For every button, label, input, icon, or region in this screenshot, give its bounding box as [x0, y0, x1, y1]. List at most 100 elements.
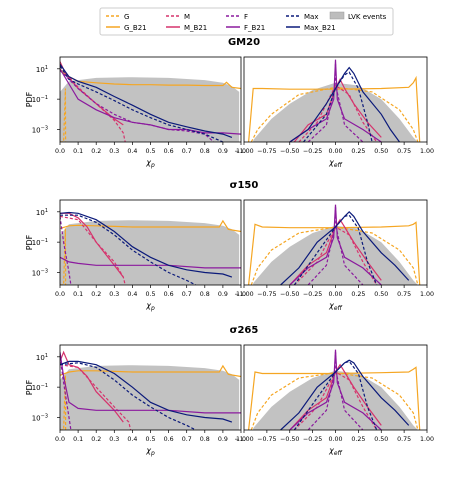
- x-tick-label: 0.0: [55, 436, 65, 443]
- x-tick-label: 0.7: [182, 291, 192, 298]
- series-lvk-events: [60, 220, 240, 285]
- y-tick-label: 10−3: [32, 268, 48, 277]
- series-f: [60, 216, 72, 285]
- series-f: [60, 69, 215, 142]
- legend-label: Max_B21: [304, 24, 336, 32]
- series-max-b21: [289, 66, 400, 142]
- chart-rows: GM20 PDF 101 10−1 10−3 0.0 0.1 0.2 0.3 0.4 0.5 0.6 0…: [25, 37, 434, 457]
- x-tick-label: 0.00: [328, 148, 342, 155]
- x-tick-label: 0.2: [91, 148, 101, 155]
- series-m: [60, 364, 132, 430]
- x-axis-label-chi-p: χp: [145, 301, 155, 312]
- legend-label: LVK events: [348, 13, 387, 21]
- series-f-b21: [289, 204, 382, 285]
- series-lvk-events: [253, 225, 418, 285]
- x-tick-label: 0.1: [73, 148, 83, 155]
- series-m-b21: [289, 218, 382, 285]
- x-tick-label: 0.3: [109, 148, 119, 155]
- x-tick-label: 0.0: [55, 291, 65, 298]
- series-f: [307, 64, 364, 142]
- x-tick-label: −0.25: [303, 148, 322, 155]
- series-m: [293, 226, 378, 285]
- x-tick-label: −0.75: [257, 148, 276, 155]
- x-tick-label: 0.8: [200, 291, 210, 298]
- series-max-b21: [280, 359, 410, 430]
- x-tick-label: 0.6: [164, 436, 174, 443]
- legend-entry: F: [226, 13, 248, 21]
- x-tick-label: 0.00: [328, 291, 342, 298]
- x-tick-label: 0.75: [397, 148, 411, 155]
- x-axis-label-chi-eff: χeff: [328, 158, 342, 169]
- x-tick-label: 0.50: [374, 148, 388, 155]
- panel-chi-eff: −1.00 −0.75 −0.50 −0.25 0.00 0.25 0.50 0.75 1.00…: [234, 344, 434, 457]
- legend-entry: M_B21: [166, 24, 207, 32]
- y-tick-label: 10−3: [32, 413, 48, 422]
- x-axis-label-chi-eff: χeff: [328, 446, 342, 457]
- series-m-b21: [289, 363, 382, 430]
- y-axis-label: PDF: [25, 234, 34, 250]
- panel-chi-eff: −1.00 −0.75 −0.50 −0.25 0.00 0.25 0.50 0.75 1.00…: [234, 56, 434, 169]
- x-tick-label: 1.00: [420, 436, 434, 443]
- series-max-b21: [60, 211, 233, 278]
- series-f: [307, 207, 364, 285]
- legend-label: M: [184, 13, 190, 21]
- x-tick-label: 0.3: [109, 436, 119, 443]
- x-tick-label: 0.4: [127, 436, 137, 443]
- x-axis-label-chi-p: χp: [145, 446, 155, 457]
- series-m: [60, 215, 126, 285]
- x-tick-label: 0.25: [351, 148, 365, 155]
- series-max-b21: [60, 360, 233, 423]
- x-tick-label: 0.00: [328, 436, 342, 443]
- y-tick-label: 10−1: [32, 238, 48, 247]
- x-axis-label-chi-p: χp: [145, 158, 155, 169]
- chart-title: σ150: [230, 180, 259, 191]
- x-tick-label: 0.25: [351, 291, 365, 298]
- x-tick-label: 0.2: [91, 291, 101, 298]
- series-g-b21: [248, 221, 421, 285]
- x-tick-label: −0.50: [280, 148, 299, 155]
- y-tick-label: 101: [36, 208, 48, 217]
- y-tick-label: 10−1: [32, 383, 48, 392]
- legend-entry: LVK events: [329, 11, 387, 21]
- series-f-b21: [289, 349, 382, 430]
- legend-label: G_B21: [124, 24, 147, 32]
- x-tick-label: 1.00: [420, 291, 434, 298]
- x-tick-label: 0.6: [164, 148, 174, 155]
- panel-chi-p: 0.0 0.1 0.2 0.3 0.4 0.5 0.6 0.7 0.8 0.9 1.0 χp: [55, 344, 246, 457]
- x-tick-label: −1.00: [234, 148, 253, 155]
- series-max-b21: [60, 63, 233, 138]
- legend-label: Max: [304, 13, 318, 21]
- plot-area: [248, 59, 421, 142]
- x-tick-label: −1.00: [234, 436, 253, 443]
- series-lvk-events: [60, 77, 240, 142]
- x-tick-label: 0.50: [374, 436, 388, 443]
- plot-area: [248, 204, 421, 285]
- x-tick-label: −0.25: [303, 291, 322, 298]
- series-g-b21: [248, 75, 421, 142]
- x-tick-label: −0.50: [280, 436, 299, 443]
- x-tick-label: 1.00: [420, 148, 434, 155]
- chart-title: GM20: [228, 37, 260, 48]
- y-tick-label: 10−1: [32, 95, 48, 104]
- x-tick-label: 0.4: [127, 148, 137, 155]
- legend-entry: Max: [286, 13, 318, 21]
- x-tick-label: 0.5: [145, 436, 155, 443]
- series-max: [293, 360, 378, 430]
- x-tick-label: 1.0: [236, 436, 246, 443]
- panel-chi-eff: −1.00 −0.75 −0.50 −0.25 0.00 0.25 0.50 0.75 1.00…: [234, 199, 434, 312]
- x-tick-label: 0.3: [109, 291, 119, 298]
- y-tick-label: 10−3: [32, 125, 48, 134]
- x-tick-label: −0.75: [257, 436, 276, 443]
- x-tick-label: 1.0: [236, 148, 246, 155]
- x-tick-label: 0.5: [145, 291, 155, 298]
- series-g: [60, 88, 67, 142]
- x-tick-label: 0.25: [351, 436, 365, 443]
- series-f: [60, 356, 72, 430]
- x-tick-label: 0.9: [218, 148, 228, 155]
- x-tick-label: 0.2: [91, 436, 101, 443]
- x-tick-label: 0.75: [397, 436, 411, 443]
- plot-area: [60, 61, 241, 142]
